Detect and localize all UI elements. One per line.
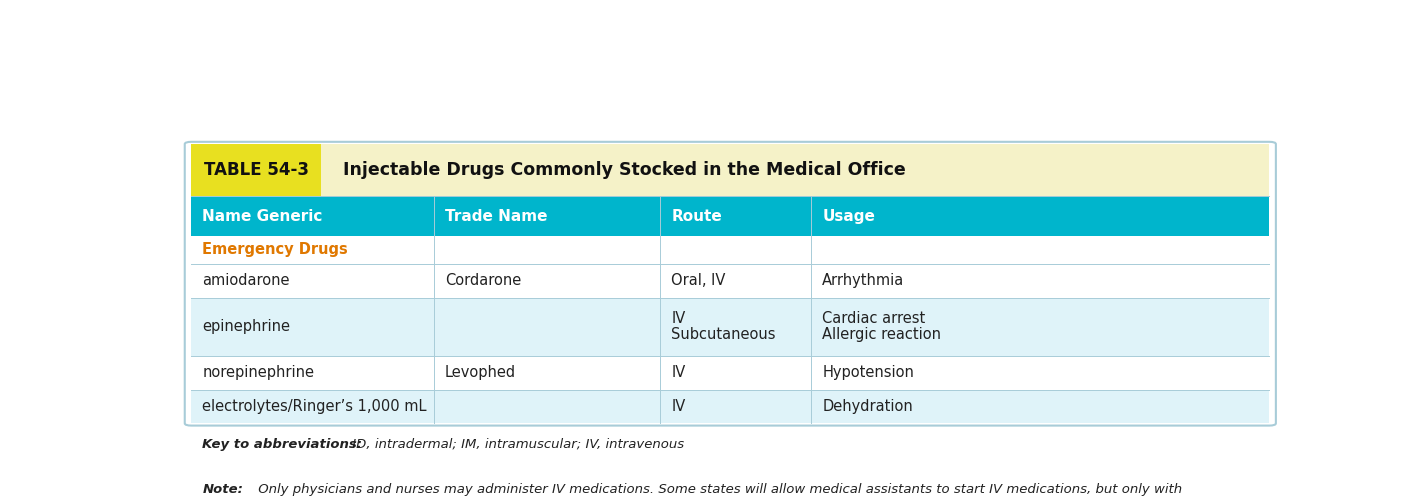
Text: Subcutaneous: Subcutaneous (671, 327, 775, 342)
Text: Note:: Note: (202, 483, 244, 496)
Text: Levophed: Levophed (445, 365, 516, 380)
Bar (191, 264, 1270, 297)
Text: ID, intradermal; IM, intramuscular; IV, intravenous: ID, intradermal; IM, intramuscular; IV, … (348, 438, 684, 451)
Text: IV: IV (671, 311, 685, 326)
Bar (191, 389, 1270, 423)
Text: Only physicians and nurses may administer IV medications. Some states will allow: Only physicians and nurses may administe… (254, 483, 1183, 496)
Text: electrolytes/Ringer’s 1,000 mL: electrolytes/Ringer’s 1,000 mL (202, 399, 428, 414)
Text: Oral, IV: Oral, IV (671, 273, 725, 288)
Bar (191, 196, 1270, 236)
Text: Allergic reaction: Allergic reaction (822, 327, 940, 342)
Bar (191, 144, 321, 196)
Text: norepinephrine: norepinephrine (202, 365, 315, 380)
Bar (191, 144, 1270, 196)
Bar (191, 297, 1270, 356)
Bar (191, 356, 1270, 389)
Text: Cordarone: Cordarone (445, 273, 522, 288)
Text: Cardiac arrest: Cardiac arrest (822, 311, 925, 326)
Text: Emergency Drugs: Emergency Drugs (202, 243, 348, 257)
Text: TABLE 54-3: TABLE 54-3 (204, 161, 309, 179)
Text: amiodarone: amiodarone (202, 273, 289, 288)
Text: Arrhythmia: Arrhythmia (822, 273, 905, 288)
Text: epinephrine: epinephrine (202, 319, 291, 334)
Text: Injectable Drugs Commonly Stocked in the Medical Office: Injectable Drugs Commonly Stocked in the… (343, 161, 905, 179)
Text: Usage: Usage (822, 209, 875, 224)
Text: IV: IV (671, 365, 685, 380)
Text: Route: Route (671, 209, 722, 224)
Text: Key to abbreviations:: Key to abbreviations: (202, 438, 362, 451)
Text: IV: IV (671, 399, 685, 414)
Bar (191, 236, 1270, 264)
Text: Name Generic: Name Generic (202, 209, 323, 224)
Text: Trade Name: Trade Name (445, 209, 547, 224)
Text: Dehydration: Dehydration (822, 399, 913, 414)
Text: Hypotension: Hypotension (822, 365, 913, 380)
